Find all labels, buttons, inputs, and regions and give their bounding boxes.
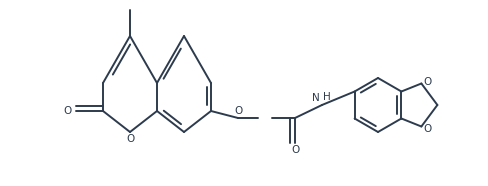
Text: H: H	[323, 92, 331, 102]
Text: O: O	[424, 124, 431, 134]
Text: O: O	[424, 76, 431, 86]
Text: N: N	[312, 93, 320, 103]
Text: O: O	[234, 106, 242, 116]
Text: O: O	[291, 145, 299, 155]
Text: O: O	[126, 134, 134, 144]
Text: O: O	[64, 106, 72, 116]
